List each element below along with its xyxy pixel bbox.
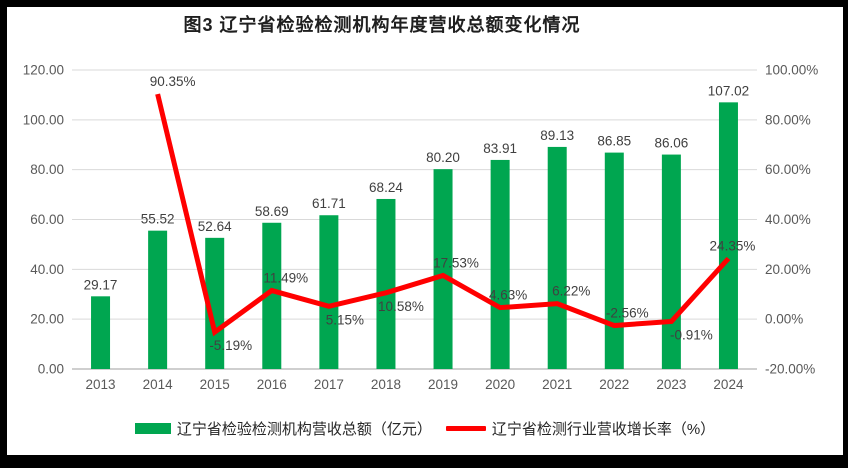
bar — [148, 230, 168, 369]
right-axis-tick-label: 0.00% — [765, 312, 803, 327]
growth-rate-line — [155, 93, 731, 337]
x-axis-category-label: 2023 — [656, 377, 686, 392]
x-axis-category-label: 2013 — [86, 377, 116, 392]
legend: 辽宁省检验检测机构营收总额（亿元） 辽宁省检测行业营收增长率（%） — [7, 418, 843, 439]
right-axis-tick-label: 20.00% — [765, 262, 811, 277]
bar-series-label: 辽宁省检验检测机构营收总额（亿元） — [176, 421, 432, 438]
left-axis-tick-label: 0.00 — [38, 362, 64, 377]
x-axis-category-label: 2021 — [542, 377, 572, 392]
bar — [433, 169, 453, 369]
line-value-label: 10.58% — [378, 299, 424, 314]
line-value-label: 5.15% — [326, 312, 364, 327]
line-value-label: 11.49% — [263, 271, 308, 286]
bar-value-label: 83.91 — [483, 141, 517, 156]
bar-value-label: 29.17 — [84, 277, 118, 292]
left-axis-tick-label: 120.00 — [23, 63, 64, 78]
chart-title: 图3 辽宁省检验检测机构年度营收总额变化情况 — [183, 15, 581, 35]
legend-item-bar-series: 辽宁省检验检测机构营收总额（亿元） — [134, 418, 432, 439]
left-axis-tick-label: 40.00 — [30, 262, 64, 277]
bar-value-label: 52.64 — [198, 219, 232, 234]
right-axis-tick-label: 40.00% — [765, 212, 811, 227]
bar — [376, 198, 396, 369]
bar-value-label: 86.06 — [654, 136, 688, 151]
line-series-swatch-icon — [445, 426, 486, 431]
legend-item-line-series: 辽宁省检测行业营收增长率（%） — [445, 418, 716, 439]
line-value-label: 4.63% — [489, 288, 527, 303]
bar-value-label: 80.20 — [426, 150, 460, 165]
line-series-label: 辽宁省检测行业营收增长率（%） — [491, 421, 716, 438]
bar — [91, 296, 111, 369]
x-axis-category-label: 2018 — [371, 377, 401, 392]
x-axis-category-label: 2022 — [599, 377, 629, 392]
bar — [262, 222, 282, 369]
left-axis-tick-label: 20.00 — [30, 312, 64, 327]
left-axis-tick-label: 60.00 — [30, 212, 64, 227]
right-axis-tick-label: 60.00% — [765, 162, 811, 177]
line-value-label: 17.53% — [433, 255, 479, 270]
right-axis-tick-label: -20.00% — [765, 362, 815, 377]
bar-value-label: 58.69 — [255, 204, 289, 219]
bar-value-label: 61.71 — [312, 196, 346, 211]
bar-value-label: 55.52 — [141, 212, 175, 227]
x-axis-category-label: 2016 — [257, 377, 287, 392]
line-value-label: 90.35% — [150, 74, 196, 89]
line-value-label: -5.19% — [209, 338, 252, 353]
line-value-label: -2.56% — [606, 306, 649, 321]
x-axis-category-label: 2019 — [428, 377, 458, 392]
line-value-label: 24.35% — [710, 238, 756, 253]
line-value-label: -0.91% — [670, 327, 713, 342]
bar — [718, 102, 738, 370]
bar-value-label: 68.24 — [369, 180, 403, 195]
bar-series-swatch-icon — [134, 423, 171, 434]
chart-panel — [7, 7, 843, 455]
bar-value-label: 89.13 — [540, 128, 574, 143]
bar-value-label: 107.02 — [708, 83, 749, 98]
bar-value-label: 86.85 — [597, 134, 631, 149]
x-axis-category-label: 2024 — [713, 377, 744, 392]
left-axis-tick-label: 80.00 — [30, 162, 64, 177]
bar — [604, 152, 624, 369]
bar — [205, 237, 225, 369]
line-value-label: 6.22% — [552, 284, 590, 299]
left-axis-tick-label: 100.00 — [23, 112, 64, 127]
bar — [547, 146, 567, 369]
x-axis-category-label: 2014 — [143, 377, 174, 392]
x-axis-category-label: 2015 — [200, 377, 230, 392]
right-axis-tick-label: 80.00% — [765, 112, 811, 127]
bar — [319, 215, 339, 369]
right-axis-tick-label: 100.00% — [765, 63, 818, 78]
x-axis-category-label: 2020 — [485, 377, 515, 392]
bar — [490, 159, 510, 369]
x-axis-category-label: 2017 — [314, 377, 344, 392]
